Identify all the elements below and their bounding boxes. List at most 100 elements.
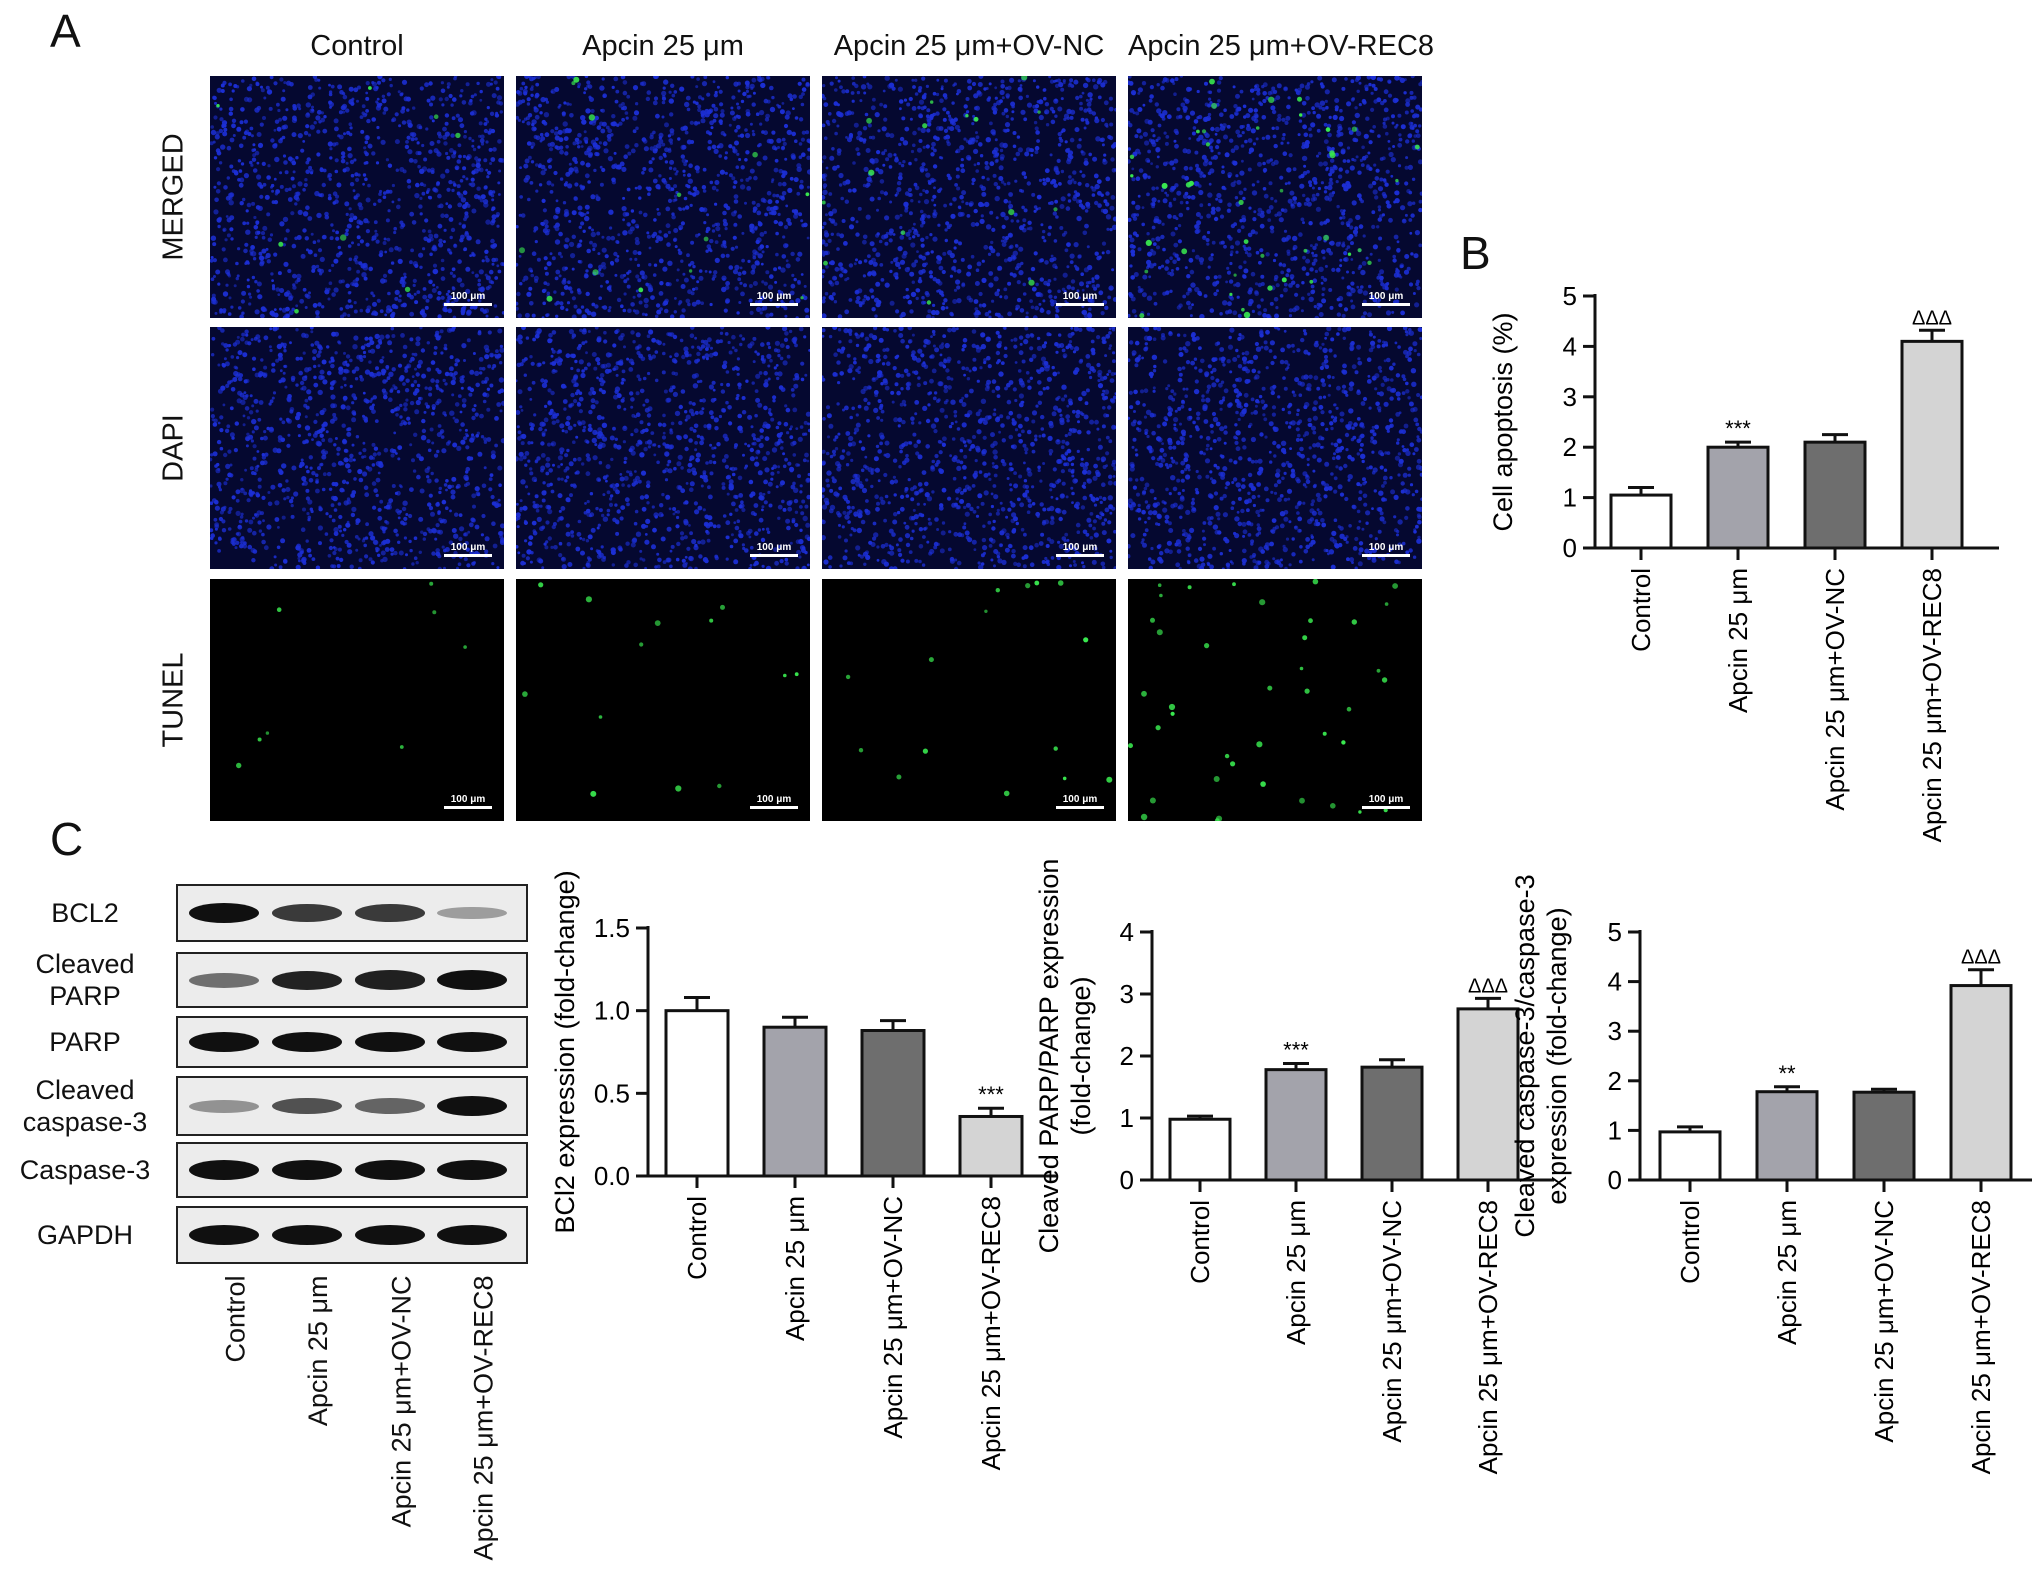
- significance-label: ***: [1725, 416, 1751, 441]
- y-axis-label: Cleaved caspase-3/caspase-3expression (f…: [1510, 874, 1572, 1237]
- panel-letter-c: C: [50, 813, 84, 865]
- scale-bar: 100 μm: [1056, 291, 1104, 306]
- blot-strip: [176, 1076, 528, 1136]
- micrograph-merged-control: 100 μm: [210, 76, 504, 318]
- blot-band: [272, 1032, 342, 1052]
- micrograph-dapi-apcin: 100 μm: [516, 327, 810, 569]
- blot-band: [437, 1225, 507, 1245]
- blot-band: [355, 1160, 425, 1180]
- bar: [860, 1029, 926, 1178]
- micrograph-merged-apcin: 100 μm: [516, 76, 810, 318]
- panel-letter-b: B: [1460, 227, 1491, 279]
- scale-bar: 100 μm: [444, 291, 492, 306]
- scale-bar-line: [444, 554, 492, 557]
- scale-bar-line: [1362, 303, 1410, 306]
- y-axis-label-line: Cleaved caspase-3/caspase-3: [1510, 874, 1540, 1237]
- row-label-tunel: TUNEL: [157, 652, 190, 748]
- y-axis-label: Cell apoptosis (%): [1488, 312, 1518, 531]
- scale-bar-label: 100 μm: [756, 542, 792, 553]
- blot-lane-label: Apcin 25 μm+OV-NC: [386, 1275, 417, 1528]
- scale-bar-line: [444, 303, 492, 306]
- bar: [664, 1009, 730, 1178]
- blot-band: [272, 904, 342, 922]
- significance-label: ***: [978, 1082, 1004, 1107]
- chart-cleaved-caspase3-expression: 0 1 2 3 4 5 Cleaved caspase-3/caspase-3express…: [1510, 874, 2032, 1474]
- blot-lane-label: Apcin 25 μm+OV-REC8: [468, 1275, 499, 1561]
- bar: [1949, 984, 2013, 1182]
- significance-label: **: [1778, 1061, 1796, 1086]
- scale-bar: 100 μm: [1056, 794, 1104, 809]
- scale-bar-label: 100 μm: [756, 291, 792, 302]
- y-axis-label: Cleaved PARP/PARP expression(fold-change…: [1034, 859, 1096, 1254]
- blot-band: [437, 1032, 507, 1052]
- blot-band: [437, 906, 507, 920]
- scale-bar-label: 100 μm: [1062, 542, 1098, 553]
- blot-lane-label: Apcin 25 μm: [303, 1275, 334, 1427]
- y-tick-label: 3: [1563, 382, 1577, 412]
- bar: [958, 1114, 1024, 1178]
- y-tick-label: 0: [1120, 1165, 1134, 1195]
- micrograph-tunel-control: 100 μm: [210, 579, 504, 821]
- scale-bar: 100 μm: [1362, 291, 1410, 306]
- bar: [1360, 1065, 1424, 1182]
- y-axis-label-line: BCl2 expression (fold-change): [550, 870, 580, 1233]
- x-tick-label: Apcin 25 μm: [780, 1196, 810, 1341]
- blot-band: [272, 970, 342, 990]
- y-tick-label: 1: [1608, 1115, 1622, 1145]
- bar: [1900, 339, 1964, 550]
- scale-bar-label: 100 μm: [450, 542, 486, 553]
- scale-bar-line: [750, 554, 798, 557]
- blot-strip: [176, 952, 528, 1008]
- y-tick-label: 0: [1608, 1165, 1622, 1195]
- blot-label-cleaved-parp: Cleaved PARP: [35, 949, 135, 1011]
- blot-band: [437, 1096, 507, 1116]
- scale-bar-line: [750, 806, 798, 809]
- blot-label-parp: PARP: [49, 1027, 121, 1057]
- x-tick-label: Apcin 25 μm+OV-REC8: [1966, 1200, 1996, 1474]
- scale-bar-label: 100 μm: [1062, 794, 1098, 805]
- blot-band: [189, 972, 259, 988]
- scale-bar-label: 100 μm: [1368, 291, 1404, 302]
- blot-band: [355, 1032, 425, 1052]
- scale-bar: 100 μm: [1362, 794, 1410, 809]
- significance-label: ΔΔΔ: [1468, 975, 1508, 997]
- blot-label-caspase-3: Caspase-3: [19, 1155, 151, 1185]
- scale-bar-line: [1362, 806, 1410, 809]
- y-tick-label: 3: [1120, 979, 1134, 1009]
- scale-bar-label: 100 μm: [1368, 794, 1404, 805]
- bar: [1803, 440, 1867, 550]
- blot-band: [355, 1098, 425, 1114]
- x-tick-label: Apcin 25 μm+OV-NC: [1869, 1200, 1899, 1443]
- micrograph-dapi-control: 100 μm: [210, 327, 504, 569]
- scale-bar-line: [1056, 554, 1104, 557]
- scale-bar-label: 100 μm: [756, 794, 792, 805]
- y-axis-label: BCl2 expression (fold-change): [550, 870, 580, 1233]
- x-tick-label: Control: [1626, 568, 1656, 652]
- scale-bar-line: [1362, 554, 1410, 557]
- blot-band: [437, 1160, 507, 1180]
- blot-band: [355, 904, 425, 922]
- y-tick-label: 1.0: [594, 996, 630, 1026]
- x-tick-label: Apcin 25 μm: [1723, 568, 1753, 713]
- bar: [1609, 493, 1673, 550]
- column-header-control: Control: [310, 30, 404, 62]
- x-tick-label: Apcin 25 μm+OV-NC: [1377, 1200, 1407, 1443]
- y-axis-label-line: Cell apoptosis (%): [1488, 312, 1518, 531]
- blot-band: [189, 1225, 259, 1245]
- scale-bar-line: [444, 806, 492, 809]
- x-tick-label: Apcin 25 μm+OV-NC: [878, 1196, 908, 1439]
- y-tick-label: 3: [1608, 1016, 1622, 1046]
- y-tick-label: 0.0: [594, 1161, 630, 1191]
- scale-bar: 100 μm: [444, 794, 492, 809]
- scale-bar-label: 100 μm: [450, 291, 486, 302]
- micrograph-tunel-apcin-ovnc: 100 μm: [822, 579, 1116, 821]
- micrograph-dapi-apcin-ovrec8: 100 μm: [1128, 327, 1422, 569]
- blot-strip: [176, 1016, 528, 1068]
- chart-cell-apoptosis: 0 1 2 3 4 5 Cell apoptosis (%) Control *** Apcin …: [1488, 281, 1999, 842]
- y-tick-label: 4: [1608, 967, 1622, 997]
- scale-bar: 100 μm: [1362, 542, 1410, 557]
- x-tick-label: Apcin 25 μm+OV-NC: [1820, 568, 1850, 811]
- x-tick-label: Control: [682, 1196, 712, 1280]
- x-tick-label: Apcin 25 μm: [1281, 1200, 1311, 1345]
- blot-band: [189, 1032, 259, 1052]
